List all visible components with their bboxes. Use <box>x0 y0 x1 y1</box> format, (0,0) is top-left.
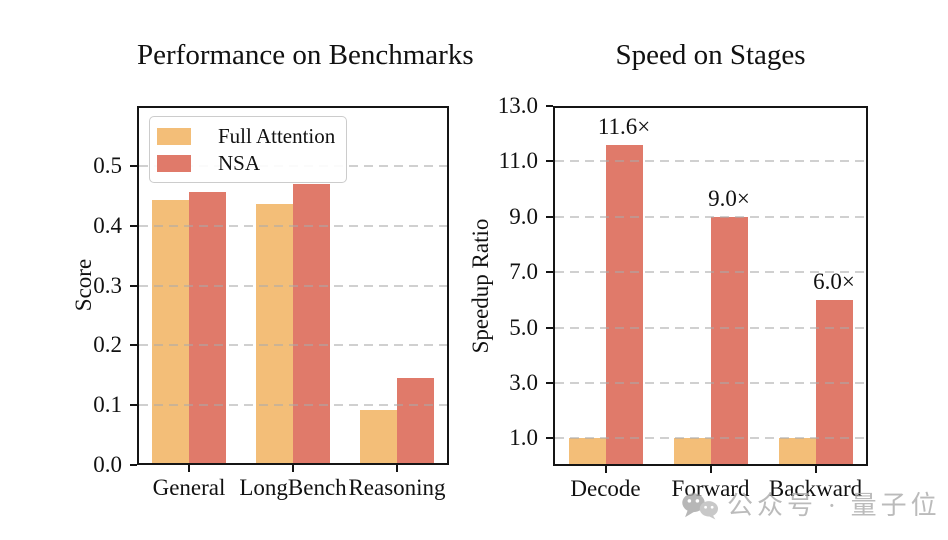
y-tick-label: 3.0 <box>509 369 538 395</box>
grid-line <box>139 224 447 227</box>
grid-line <box>555 160 866 163</box>
legend: Full Attention NSA <box>149 116 347 183</box>
x-tick-mark <box>396 465 398 472</box>
bar-full-attention-backward <box>778 438 816 466</box>
bar-nsa-forward <box>710 216 748 466</box>
x-tick-label-decode: Decode <box>570 476 641 501</box>
legend-item-nsa: NSA <box>157 151 338 175</box>
x-tick-label-backward: Backward <box>768 476 863 501</box>
watermark: 公众号 · 量子位 <box>681 492 941 520</box>
watermark-text: 公众号 · 量子位 <box>727 491 941 520</box>
y-tick-mark <box>130 284 137 287</box>
grid-line <box>555 437 866 440</box>
legend-label-full-attention: Full Attention <box>218 124 336 148</box>
chart-title-speed: Speed on Stages <box>615 39 806 71</box>
y-tick-label: 9.0 <box>509 203 538 229</box>
x-tick-mark <box>188 465 190 472</box>
x-tick-mark <box>604 466 607 473</box>
bar-full-attention-longbench <box>256 203 293 465</box>
y-tick-mark <box>546 437 553 440</box>
x-tick-mark <box>814 466 817 473</box>
y-tick-label: 5.0 <box>509 314 538 340</box>
bar-nsa-reasoning <box>397 377 434 465</box>
y-tick-label: 1.0 <box>509 425 538 451</box>
y-tick-mark <box>130 344 137 347</box>
bar-full-attention-decode <box>568 438 606 466</box>
x-tick-mark <box>292 465 294 472</box>
bar-full-attention-forward <box>673 438 711 466</box>
bar-full-attention-general <box>152 199 189 465</box>
grid-line <box>139 344 447 347</box>
bar-value-label-decode: 11.6× <box>597 113 651 139</box>
x-tick-label-longbench: LongBench <box>239 475 347 500</box>
y-tick-mark <box>130 224 137 227</box>
grid-line <box>139 284 447 287</box>
y-tick-mark <box>546 271 553 274</box>
y-tick-mark <box>130 464 137 466</box>
grid-line <box>555 326 866 329</box>
bar-full-attention-reasoning <box>360 409 397 465</box>
x-tick-label-forward: Forward <box>671 476 750 501</box>
wechat-bubbles-icon <box>682 493 719 520</box>
y-tick-mark <box>546 381 553 384</box>
bar-value-label-forward: 9.0× <box>708 185 750 211</box>
y-tick-label: 0.1 <box>93 392 122 418</box>
y-tick-label: 0.0 <box>93 452 122 477</box>
legend-swatch-full-attention <box>157 127 191 145</box>
grid-line <box>555 381 866 384</box>
legend-swatch-nsa <box>157 154 191 172</box>
y-tick-label: 0.2 <box>93 332 122 358</box>
grid-line <box>139 404 447 407</box>
bar-nsa-decode <box>605 144 643 466</box>
legend-label-nsa: NSA <box>218 151 261 175</box>
y-tick-label: 7.0 <box>509 259 538 285</box>
y-tick-mark <box>546 215 553 218</box>
y-tick-mark <box>546 326 553 329</box>
x-tick-label-reasoning: Reasoning <box>348 475 446 500</box>
x-tick-label-general: General <box>152 475 226 500</box>
y-tick-label: 0.4 <box>93 212 122 238</box>
y-tick-label: 0.3 <box>93 272 122 298</box>
chart-title-performance: Performance on Benchmarks <box>137 39 474 71</box>
bar-nsa-longbench <box>293 184 330 465</box>
y-tick-mark <box>546 160 553 163</box>
grid-line <box>555 271 866 274</box>
legend-item-full-attention: Full Attention <box>157 124 338 148</box>
y-tick-mark <box>130 164 137 167</box>
y-tick-mark <box>546 105 553 107</box>
grid-line <box>555 215 866 218</box>
bar-nsa-general <box>189 192 226 465</box>
y-tick-label: 0.5 <box>93 152 122 178</box>
y-tick-label: 11.0 <box>498 148 538 174</box>
x-tick-mark <box>709 466 712 473</box>
y-tick-mark <box>130 404 137 407</box>
y-tick-label: 13.0 <box>497 93 538 118</box>
